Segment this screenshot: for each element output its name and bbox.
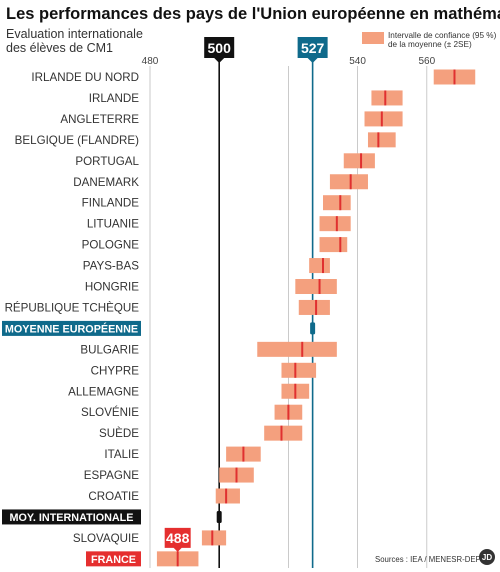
row-label-france: FRANCE xyxy=(91,554,136,566)
row-mean-marker-moyenne-europeenne xyxy=(310,322,316,335)
row-label-espagne: ESPAGNE xyxy=(84,469,139,482)
row-mean-tick-croatie xyxy=(225,488,228,504)
row-label-slovaquie: SLOVAQUIE xyxy=(73,532,139,545)
reference-badge-moyenne-europeenne: 527 xyxy=(297,37,328,63)
row-mean-tick-france xyxy=(176,551,179,567)
row-interval-bulgarie xyxy=(257,341,337,357)
grid-lines xyxy=(149,66,428,568)
row-label-slovenie: SLOVÉNIE xyxy=(81,406,139,419)
row-interval-chypre xyxy=(281,362,317,378)
row-mean-tick-allemagne xyxy=(294,383,297,399)
reference-badge-shape-moyenne-europeenne xyxy=(297,37,328,63)
row-interval-angleterre xyxy=(364,111,403,127)
row-mean-tick-slovaquie xyxy=(211,530,214,546)
row-label-pays-bas: PAYS-BAS xyxy=(83,260,140,273)
row-label-lituanie: LITUANIE xyxy=(87,218,139,231)
row-label-danemark: DANEMARK xyxy=(73,176,139,189)
logo: JD xyxy=(479,549,495,565)
row-label-angleterre: ANGLETERRE xyxy=(60,113,139,126)
row-mean-tick-chypre xyxy=(294,362,297,378)
row-label-bg-moyenne-europeenne xyxy=(2,320,141,336)
reference-badge-text-moyenne-europeenne: 527 xyxy=(301,40,325,56)
reference-lines: 500 527 xyxy=(204,37,328,568)
logo-circle xyxy=(479,549,495,565)
row-label-moyenne-europeenne: MOYENNE EUROPÉENNE xyxy=(5,322,138,335)
row-interval-croatie xyxy=(215,488,240,504)
badge-shape-france xyxy=(164,527,191,552)
row-mean-tick-danemark xyxy=(349,174,352,190)
row-mean-tick-republique-tcheque xyxy=(315,299,318,315)
row-interval-suede xyxy=(264,425,303,441)
country-rows: IRLANDE DU NORD IRLANDE ANGLETERRE BELGIQUE… xyxy=(2,69,476,567)
row-label-suede: SUÈDE xyxy=(99,427,139,440)
row-label-croatie: CROATIE xyxy=(88,490,139,503)
legend: Intervalle de confiance (95 %) de la moy… xyxy=(362,31,497,49)
row-mean-tick-irlande-du-nord xyxy=(453,69,456,85)
row-mean-tick-slovenie xyxy=(287,404,290,420)
logo-text: JD xyxy=(482,553,492,562)
row-interval-belgique-flandre xyxy=(367,132,396,148)
reference-badge-shape-moy-internationale xyxy=(204,37,235,63)
row-mean-tick-finlande xyxy=(339,195,342,211)
x-tick-label-560: 560 xyxy=(418,56,435,67)
row-label-bulgarie: BULGARIE xyxy=(80,343,139,356)
row-interval-portugal xyxy=(343,153,375,169)
badge-text-france: 488 xyxy=(166,530,190,546)
legend-line-1: Intervalle de confiance (95 %) xyxy=(388,31,497,40)
row-label-chypre: CHYPRE xyxy=(91,364,140,377)
row-interval-irlande xyxy=(371,90,403,106)
row-mean-marker-moy-internationale xyxy=(216,510,222,523)
row-label-italie: ITALIE xyxy=(104,448,139,461)
reference-badge-text-moy-internationale: 500 xyxy=(208,40,232,56)
row-label-irlande-du-nord: IRLANDE DU NORD xyxy=(31,71,139,84)
chart-title: Les performances des pays de l'Union eur… xyxy=(6,5,500,23)
row-label-bg-moy-internationale xyxy=(2,509,141,525)
row-mean-tick-bulgarie xyxy=(301,341,304,357)
x-tick-label-480: 480 xyxy=(142,56,159,67)
row-mean-tick-irlande xyxy=(384,90,387,106)
row-interval-pays-bas xyxy=(309,258,330,274)
row-label-moy-internationale: MOY. INTERNATIONALE xyxy=(10,512,134,524)
row-mean-tick-portugal xyxy=(360,153,363,169)
row-label-belgique-flandre: BELGIQUE (FLANDRE) xyxy=(15,134,139,147)
row-mean-tick-espagne xyxy=(235,467,238,483)
row-mean-tick-italie xyxy=(242,446,245,462)
row-interval-lituanie xyxy=(319,216,351,232)
row-interval-danemark xyxy=(329,174,368,190)
row-mean-tick-lituanie xyxy=(335,216,338,232)
chart-subtitle-line-2: des élèves de CM1 xyxy=(6,41,113,55)
chart-subtitle-line-1: Evaluation internationale xyxy=(6,27,143,41)
row-interval-republique-tcheque xyxy=(298,299,330,315)
row-label-portugal: PORTUGAL xyxy=(75,155,139,168)
row-label-hongrie: HONGRIE xyxy=(85,281,139,294)
row-mean-tick-angleterre xyxy=(380,111,383,127)
row-mean-tick-suede xyxy=(280,425,283,441)
row-interval-pologne xyxy=(319,237,348,253)
x-tick-label-540: 540 xyxy=(349,56,366,67)
row-label-finlande: FINLANDE xyxy=(82,197,140,210)
row-label-irlande: IRLANDE xyxy=(89,92,140,105)
row-mean-tick-pays-bas xyxy=(322,258,324,274)
x-axis-ticks: 480 540 560 xyxy=(142,56,436,67)
row-interval-finlande xyxy=(323,195,351,211)
badge-france: 488 xyxy=(164,527,191,552)
row-label-republique-tcheque: RÉPUBLIQUE TCHÈQUE xyxy=(5,301,140,314)
row-mean-tick-belgique-flandre xyxy=(377,132,380,148)
row-interval-slovaquie xyxy=(201,530,227,546)
row-interval-hongrie xyxy=(295,279,337,294)
row-label-pologne: POLOGNE xyxy=(82,239,140,252)
legend-line-2: de la moyenne (± 2SE) xyxy=(388,40,472,49)
legend-swatch xyxy=(362,32,384,44)
row-mean-tick-pologne xyxy=(339,237,342,253)
reference-badge-moy-internationale: 500 xyxy=(204,37,235,63)
row-label-allemagne: ALLEMAGNE xyxy=(68,385,139,398)
row-label-bg-france xyxy=(86,551,141,567)
row-mean-tick-hongrie xyxy=(318,279,321,294)
source-note: Sources : IEA / MENESR-DEPP xyxy=(375,555,486,564)
